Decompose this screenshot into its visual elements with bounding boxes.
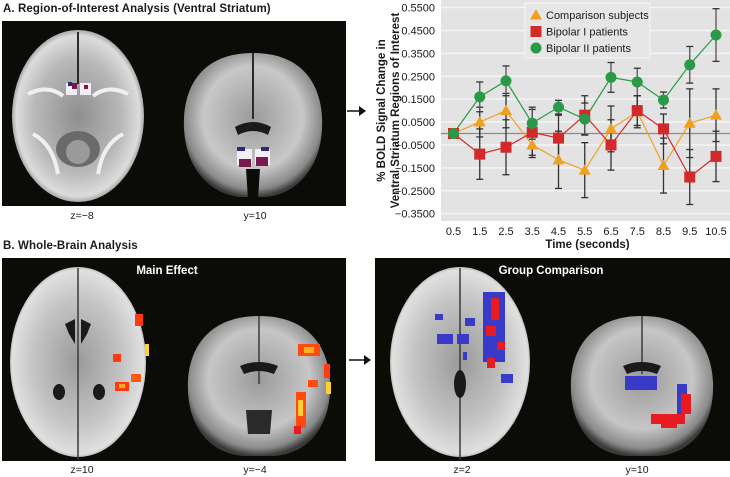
- y-tick-label: −0.2500: [395, 186, 435, 198]
- group-difference-overlay: [435, 292, 513, 383]
- y-axis-label-line1: % BOLD Signal Change in: [376, 39, 388, 181]
- panel-a-image-box: [2, 21, 346, 206]
- data-point-square: [631, 105, 643, 117]
- y-axis-label-line2: Ventral Striatum Regions of Interest: [390, 13, 402, 209]
- data-point-square: [474, 148, 486, 160]
- slice-label-main-coronal: y=−4: [243, 464, 267, 476]
- data-point-circle: [500, 75, 512, 87]
- legend-marker-square: [530, 26, 542, 37]
- y-tick-label: 0.2500: [401, 71, 435, 83]
- y-tick-label: −0.3500: [395, 209, 435, 221]
- brain-coronal-slice: [183, 53, 323, 199]
- roi-overlay: [66, 82, 91, 95]
- brain-coronal-slice: [570, 316, 714, 456]
- activation-overlay: [113, 314, 149, 391]
- x-tick-label: 3.5: [525, 226, 540, 238]
- data-point-square: [658, 123, 669, 135]
- x-tick-label: 9.5: [682, 226, 697, 238]
- brain-axial-slice: [10, 267, 149, 460]
- main-effect-image-box: Main Effect: [2, 258, 346, 461]
- data-point-circle: [526, 117, 538, 129]
- arrow-right-icon: [349, 355, 371, 365]
- y-tick-label: 0.4500: [401, 25, 435, 37]
- group-comparison-image-box: Group Comparison: [375, 258, 730, 461]
- activation-overlay: [294, 344, 331, 434]
- y-tick-label: −0.1500: [395, 163, 435, 175]
- legend-label: Bipolar I patients: [546, 27, 628, 39]
- data-point-triangle: [526, 138, 539, 150]
- x-tick-label: 2.5: [498, 226, 513, 238]
- brain-axial-slice: [12, 30, 144, 202]
- data-point-circle: [658, 94, 669, 106]
- brain-axial-slice: [390, 267, 530, 460]
- y-tick-label: −0.0500: [395, 140, 435, 152]
- x-tick-label: 4.5: [551, 226, 566, 238]
- x-tick-label: 8.5: [656, 226, 671, 238]
- bold-signal-chart: 0.5500 0.4500 0.3500 0.2500 0.1500 0.0500 −0.0…: [376, 0, 730, 250]
- slice-label-a-coronal: y=10: [243, 210, 267, 222]
- data-point-circle: [579, 113, 591, 125]
- slice-label-main-axial: z=10: [70, 464, 94, 476]
- group-difference-overlay: [625, 376, 691, 428]
- data-point-triangle: [657, 159, 670, 171]
- x-axis-label: Time (seconds): [545, 239, 629, 250]
- y-tick-label: 0.5500: [401, 3, 435, 15]
- data-point-circle: [474, 91, 486, 103]
- data-point-square: [605, 139, 617, 151]
- data-point-triangle: [500, 104, 512, 116]
- data-point-circle: [605, 71, 617, 83]
- x-tick-label: 10.5: [705, 226, 726, 238]
- panel-a-title: A. Region-of-Interest Analysis (Ventral …: [3, 3, 271, 15]
- legend-label: Bipolar II patients: [546, 43, 631, 55]
- main-effect-title: Main Effect: [136, 265, 198, 277]
- slice-label-a-axial: z=−8: [70, 210, 94, 222]
- data-point-circle: [448, 128, 459, 139]
- legend-marker-triangle: [530, 9, 542, 20]
- x-tick-label: 6.5: [603, 226, 618, 238]
- arrow-right-icon: [347, 106, 366, 116]
- data-point-triangle: [552, 153, 565, 165]
- y-tick-label: 0.3500: [401, 48, 435, 60]
- data-point-triangle: [578, 164, 591, 175]
- roi-overlay: [237, 147, 270, 167]
- data-point-triangle: [605, 122, 617, 134]
- data-point-circle: [631, 76, 643, 88]
- y-tick-label: 0.1500: [401, 94, 435, 106]
- panel-b-title: B. Whole-Brain Analysis: [3, 240, 138, 252]
- data-point-triangle: [473, 116, 486, 127]
- x-tick-label: 1.5: [472, 226, 487, 238]
- legend-marker-circle: [530, 42, 542, 54]
- x-tick-label: 5.5: [577, 226, 592, 238]
- data-point-square: [684, 171, 696, 183]
- data-point-square: [526, 126, 538, 138]
- brain-coronal-slice: [187, 316, 331, 456]
- data-point-circle: [710, 29, 722, 41]
- legend-label: Comparison subjects: [546, 10, 649, 22]
- x-tick-label: 7.5: [630, 226, 645, 238]
- data-point-triangle: [710, 109, 722, 120]
- group-comparison-title: Group Comparison: [498, 265, 604, 277]
- data-point-triangle: [683, 117, 696, 128]
- y-tick-label: 0.0500: [401, 117, 435, 129]
- slice-label-group-axial: z=2: [453, 464, 471, 476]
- data-point-square: [553, 132, 564, 144]
- data-point-square: [500, 141, 512, 153]
- data-point-circle: [553, 101, 564, 113]
- data-point-square: [710, 150, 722, 162]
- data-point-circle: [684, 59, 696, 71]
- chart-legend: Comparison subjects Bipolar I patients Bip…: [524, 2, 651, 59]
- x-tick-label: 0.5: [446, 226, 461, 238]
- slice-label-group-coronal: y=10: [625, 464, 649, 476]
